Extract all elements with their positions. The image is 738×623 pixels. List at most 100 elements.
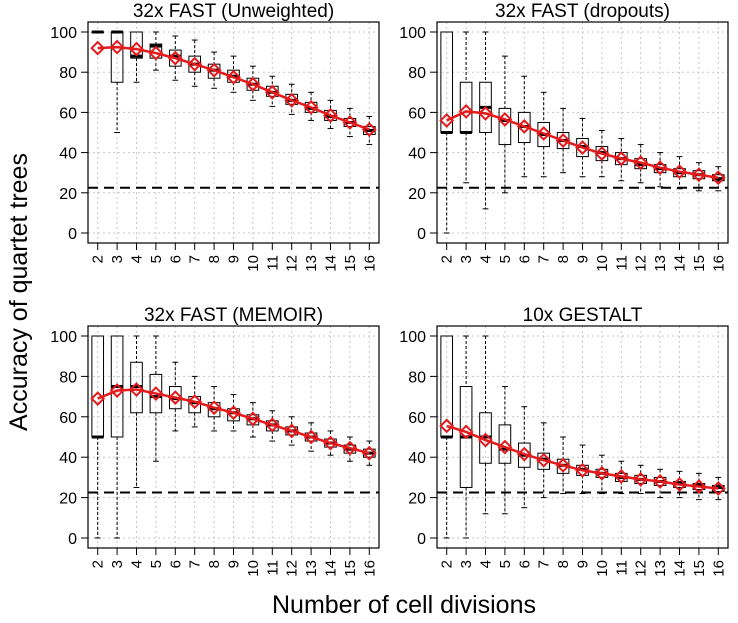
mean-marker <box>187 56 203 72</box>
mean-marker <box>691 167 707 183</box>
y-tick-label: 20 <box>59 491 77 508</box>
panel-title: 32x FAST (dropouts) <box>495 1 670 22</box>
mean-marker <box>264 84 280 100</box>
y-tick-label: 100 <box>50 329 77 346</box>
x-tick-label: 8 <box>206 560 223 568</box>
x-tick-label: 3 <box>458 560 475 568</box>
x-tick-label: 10 <box>245 255 262 272</box>
mean-marker <box>284 92 300 108</box>
x-tick-label: 7 <box>536 560 553 568</box>
x-tick-label: 6 <box>516 560 533 568</box>
mean-marker <box>633 155 649 171</box>
y-tick-label: 40 <box>408 146 426 163</box>
box-2 <box>440 31 454 234</box>
y-tick-label: 40 <box>408 450 426 467</box>
mean-marker <box>710 481 726 496</box>
x-tick-label: 11 <box>613 560 630 576</box>
mean-marker <box>710 170 726 186</box>
x-tick-label: 13 <box>303 255 320 272</box>
x-tick-label: 16 <box>361 560 378 577</box>
mean-marker <box>652 160 668 176</box>
plot-frame <box>87 325 380 549</box>
mean-marker <box>187 394 203 410</box>
y-tick-label: 100 <box>399 329 426 346</box>
y-tick-label: 20 <box>408 491 426 508</box>
mean-line <box>446 424 719 490</box>
y-tick-label: 60 <box>408 105 426 122</box>
mean-marker <box>245 76 261 92</box>
box-iqr <box>498 107 512 146</box>
mean-marker <box>303 99 319 115</box>
mean-marker <box>633 472 649 487</box>
x-tick-label: 4 <box>478 255 495 263</box>
mean-marker <box>90 391 106 407</box>
mean-marker <box>594 146 610 162</box>
x-tick-label: 7 <box>187 560 204 568</box>
x-tick-label: 6 <box>167 560 184 568</box>
x-tick-label: 12 <box>633 560 650 577</box>
y-tick-label: 80 <box>59 65 77 82</box>
box-2 <box>91 30 105 34</box>
box-3 <box>459 335 473 539</box>
mean-marker <box>361 445 377 461</box>
mean-marker <box>458 103 474 119</box>
mean-marker <box>497 439 513 455</box>
x-tick-label: 7 <box>187 255 204 263</box>
mean-marker <box>167 50 183 66</box>
x-tick-label: 14 <box>323 255 340 272</box>
x-tick-label: 2 <box>90 560 107 568</box>
x-tick-label: 15 <box>342 560 359 577</box>
x-axis-label: Number of cell divisions <box>272 591 536 619</box>
mean-marker <box>478 105 493 121</box>
y-tick-label: 20 <box>59 186 77 203</box>
mean-line <box>446 110 719 179</box>
x-tick-label: 11 <box>264 255 281 271</box>
box-2 <box>440 335 454 539</box>
mean-marker <box>303 429 319 445</box>
x-tick-label: 10 <box>245 560 262 577</box>
box-4 <box>130 31 143 83</box>
box-3 <box>459 31 473 184</box>
x-tick-label: 14 <box>672 255 689 272</box>
x-tick-label: 2 <box>90 255 107 263</box>
x-tick-label: 9 <box>575 255 592 263</box>
x-tick-label: 9 <box>575 560 592 568</box>
y-tick-label: 60 <box>408 410 426 427</box>
mean-marker <box>109 39 125 55</box>
mean-marker <box>439 113 455 128</box>
x-tick-label: 14 <box>323 560 340 577</box>
x-tick-label: 4 <box>129 255 146 263</box>
y-tick-label: 0 <box>417 531 426 548</box>
mean-marker <box>226 69 241 85</box>
box-2 <box>91 335 105 539</box>
mean-marker <box>672 477 687 492</box>
mean-marker <box>516 446 532 462</box>
y-tick-label: 80 <box>408 369 426 386</box>
box-3 <box>110 335 124 539</box>
mean-marker <box>226 405 241 421</box>
y-tick-label: 80 <box>408 65 426 82</box>
mean-marker <box>129 382 144 397</box>
mean-line <box>97 388 370 455</box>
y-tick-label: 100 <box>399 25 426 42</box>
x-tick-label: 11 <box>264 560 281 576</box>
x-tick-label: 10 <box>594 255 611 272</box>
y-tick-label: 0 <box>68 226 77 243</box>
mean-marker <box>361 122 377 137</box>
mean-marker <box>264 417 280 433</box>
box-iqr <box>130 31 143 59</box>
x-tick-label: 4 <box>478 560 495 568</box>
x-tick-label: 8 <box>555 560 572 568</box>
x-tick-label: 16 <box>710 255 727 272</box>
x-tick-label: 9 <box>226 560 243 568</box>
mean-marker <box>206 62 222 78</box>
mean-marker <box>497 112 513 127</box>
mean-marker <box>323 435 338 451</box>
x-tick-label: 15 <box>342 255 359 272</box>
x-tick-label: 9 <box>226 255 243 263</box>
x-tick-label: 12 <box>633 255 650 272</box>
mean-marker <box>284 423 300 439</box>
x-tick-label: 16 <box>710 560 727 577</box>
mean-marker <box>536 126 552 141</box>
